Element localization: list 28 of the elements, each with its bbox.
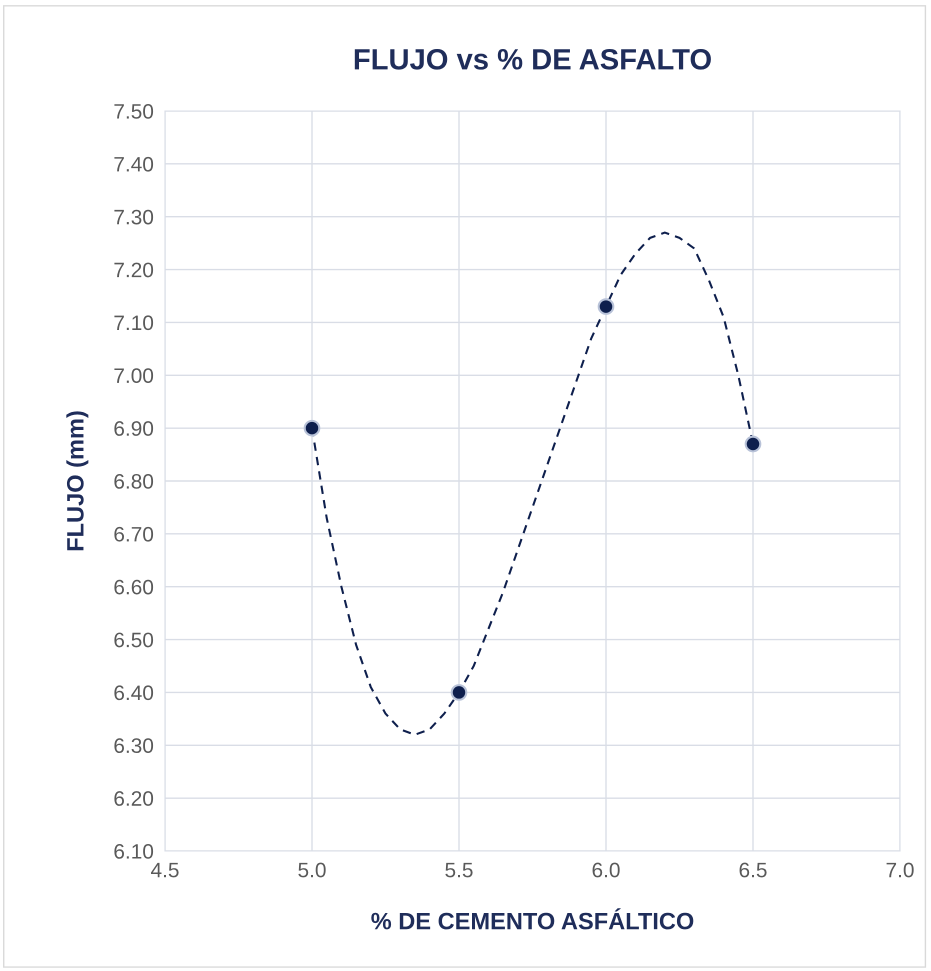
y-axis-title: FLUJO (mm)	[66, 411, 88, 550]
x-tick-label: 4.5	[151, 862, 179, 878]
point	[304, 420, 320, 436]
y-tick-label: 6.90	[114, 421, 154, 436]
x-tick-label: 5.0	[298, 862, 326, 878]
chart-title: FLUJO vs % DE ASFALTO	[354, 48, 711, 70]
y-tick-label: 6.70	[114, 526, 154, 542]
y-tick-label: 6.50	[114, 632, 154, 648]
point	[450, 684, 468, 701]
y-tick-label: 7.10	[114, 315, 154, 330]
y-tick-label: 7.50	[114, 104, 154, 119]
y-tick-label: 7.30	[114, 210, 154, 224]
y-tick-label: 6.80	[114, 474, 154, 489]
y-tick-label: 6.30	[114, 738, 154, 754]
y-tick-label: 7.00	[114, 368, 154, 384]
y-tick-label: 7.40	[114, 156, 154, 172]
x-tick-label: 6.5	[740, 862, 767, 878]
y-tick-label: 6.40	[114, 685, 154, 700]
y-tick-label: 6.60	[114, 580, 154, 594]
point	[598, 298, 614, 315]
x-axis-title: % DE CEMENTO ASFÁLTICO	[371, 908, 694, 930]
y-tick-label: 7.20	[114, 262, 154, 278]
y-tick-label: 6.10	[114, 844, 154, 859]
x-tick-label: 7.0	[886, 862, 914, 878]
point	[744, 436, 762, 452]
y-tick-label: 6.20	[114, 791, 154, 806]
x-tick-label: 5.5	[445, 862, 473, 878]
x-tick-label: 6.0	[592, 862, 620, 878]
